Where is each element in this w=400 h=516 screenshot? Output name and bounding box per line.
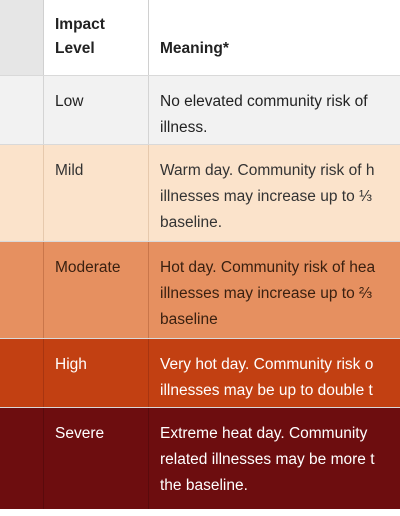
column-divider: [148, 339, 149, 407]
meaning-cell: Extreme heat day. Community related illn…: [160, 425, 375, 494]
table-row-low: Low No elevated community risk of illnes…: [0, 76, 400, 144]
header-color-cell: [0, 0, 43, 75]
impact-color-swatch: [0, 145, 43, 241]
impact-level-cell: Severe: [55, 425, 105, 442]
impact-color-swatch: [0, 76, 43, 144]
row-divider: [0, 407, 400, 408]
column-divider: [148, 0, 149, 75]
table-row-mild: Mild Warm day. Community risk of h illne…: [0, 145, 400, 241]
row-divider: [0, 241, 400, 242]
row-divider: [0, 338, 400, 339]
impact-level-cell: High: [55, 356, 87, 373]
column-divider: [43, 0, 44, 75]
column-divider: [43, 339, 44, 407]
column-divider: [148, 242, 149, 338]
column-divider: [148, 408, 149, 509]
column-divider: [43, 76, 44, 144]
impact-level-cell: Moderate: [55, 259, 121, 276]
column-divider: [148, 145, 149, 241]
impact-level-cell: Mild: [55, 162, 84, 179]
impact-color-swatch: [0, 339, 43, 407]
meaning-cell: Hot day. Community risk of hea illnesses…: [160, 259, 376, 328]
table-row-moderate: Moderate Hot day. Community risk of hea …: [0, 242, 400, 338]
column-divider: [43, 242, 44, 338]
table-header-row: Impact Level Meaning*: [0, 0, 400, 75]
column-divider: [43, 145, 44, 241]
table-row-high: High Very hot day. Community risk o illn…: [0, 339, 400, 407]
meaning-cell: Warm day. Community risk of h illnesses …: [160, 162, 375, 231]
column-divider: [148, 76, 149, 144]
meaning-cell: No elevated community risk of illness.: [160, 93, 368, 136]
impact-color-swatch: [0, 408, 43, 509]
impact-level-cell: Low: [55, 93, 84, 110]
header-impact-level: Impact Level: [55, 16, 105, 57]
column-divider: [43, 408, 44, 509]
meaning-cell: Very hot day. Community risk o illnesses…: [160, 356, 374, 399]
header-meaning: Meaning*: [160, 40, 229, 57]
row-divider: [0, 144, 400, 145]
impact-color-swatch: [0, 242, 43, 338]
row-divider: [0, 75, 400, 76]
table-row-severe: Severe Extreme heat day. Community relat…: [0, 408, 400, 509]
